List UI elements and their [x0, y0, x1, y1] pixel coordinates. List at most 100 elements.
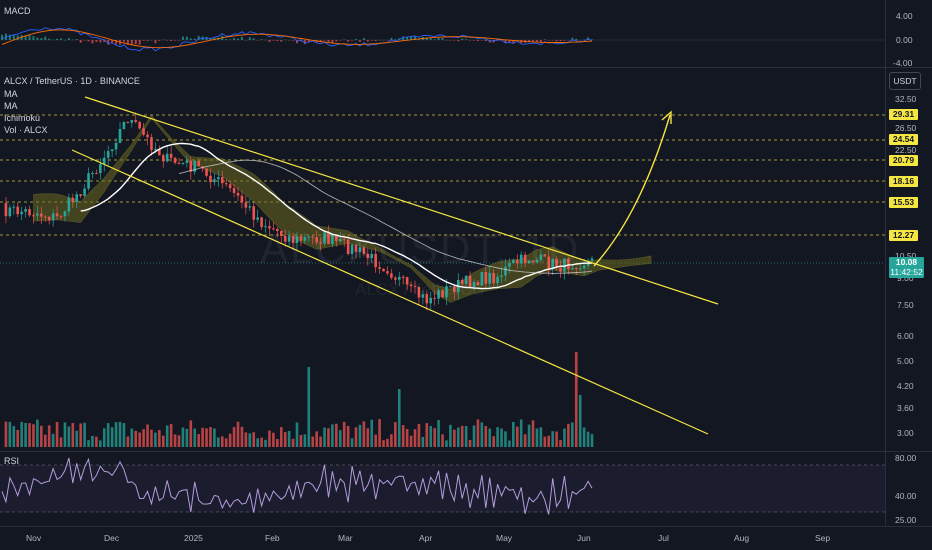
macd-histogram-bar: [166, 40, 169, 41]
volume-bar: [209, 427, 212, 447]
indicator-ma-2[interactable]: MA: [4, 101, 18, 111]
macd-histogram-bar: [115, 40, 118, 45]
volume-bar: [311, 436, 315, 447]
volume-bar: [441, 434, 444, 447]
candle-body: [397, 276, 401, 280]
volume-bar: [362, 421, 366, 447]
candle-body: [283, 235, 287, 242]
volume-bar: [126, 436, 130, 447]
candle-body: [291, 236, 295, 243]
volume-bar: [531, 420, 535, 447]
level-tag[interactable]: 24.54: [889, 134, 918, 145]
macd-histogram-bar: [331, 40, 334, 44]
volume-bar: [150, 429, 153, 447]
macd-histogram-bar: [402, 36, 405, 40]
indicator-ma-1[interactable]: MA: [4, 89, 18, 99]
volume-bar: [244, 432, 248, 447]
level-tag[interactable]: 29.31: [889, 109, 918, 120]
candle-body: [382, 268, 385, 272]
rsi-line: [1, 457, 593, 515]
horizontal-levels: [0, 114, 885, 264]
macd-histogram-bar: [256, 40, 259, 41]
macd-tick-top: 4.00: [896, 11, 913, 21]
candle-body: [358, 247, 362, 252]
indicator-ichimoku[interactable]: Ichimoku: [4, 113, 41, 123]
candle-body: [488, 272, 492, 284]
candle-body: [43, 216, 47, 218]
macd-histogram-bar: [71, 39, 74, 41]
macd-histogram-bar: [75, 39, 78, 40]
macd-histogram-bar: [394, 39, 397, 40]
volume-bar: [590, 434, 594, 447]
macd-histogram-bar: [414, 36, 416, 40]
macd-histogram-bar: [591, 39, 593, 40]
level-tag[interactable]: 12.27: [889, 230, 918, 241]
volume-bar: [185, 428, 189, 447]
macd-histogram-bar: [559, 40, 562, 42]
rsi-label[interactable]: RSI: [4, 456, 20, 466]
macd-line: [1, 27, 593, 52]
candle-body: [504, 266, 507, 276]
candle-body: [224, 183, 228, 185]
macd-histogram-bar: [504, 40, 507, 44]
price-tick: 10.50: [895, 251, 917, 261]
macd-histogram-bar: [52, 39, 55, 41]
volume-bar: [409, 435, 413, 447]
candle-body: [346, 239, 350, 254]
macd-histogram-bar: [63, 39, 66, 41]
volume-bar: [445, 440, 448, 447]
volume-bar: [582, 427, 586, 447]
candle-body: [24, 209, 27, 212]
volume-bar: [205, 428, 208, 447]
macd-histogram-bar: [508, 40, 511, 43]
macd-histogram-bar: [193, 38, 196, 40]
macd-histogram-bar: [433, 39, 436, 40]
level-tag[interactable]: 15.53: [889, 197, 918, 208]
volume-bar: [453, 429, 456, 447]
candle-body: [79, 194, 82, 196]
macd-histogram-bar: [99, 40, 102, 43]
current-price-tag[interactable]: 10.08: [889, 257, 924, 268]
candle-body: [386, 271, 389, 274]
volume-bar: [464, 426, 468, 447]
candle-body: [551, 258, 554, 269]
volume-bar: [224, 438, 228, 447]
currency-selector[interactable]: USDT: [889, 72, 921, 90]
candle-body: [150, 137, 153, 151]
volume-bar: [59, 437, 63, 447]
volume-bar: [508, 440, 511, 447]
symbol-header[interactable]: ALCX / TetherUS · 1D · BINANCE: [4, 76, 140, 86]
macd-histogram-bar: [386, 40, 389, 41]
rsi-band: [0, 465, 885, 512]
indicator-volume[interactable]: Vol · ALCX: [4, 125, 48, 135]
volume-bar: [551, 431, 554, 447]
macd-label[interactable]: MACD: [4, 6, 31, 16]
volume-bar: [413, 429, 417, 447]
volume-bar: [555, 431, 558, 447]
candle-body: [362, 247, 366, 254]
candle-body: [134, 120, 138, 122]
level-tag[interactable]: 18.16: [889, 176, 918, 187]
volume-bar: [161, 435, 165, 447]
level-tag[interactable]: 20.79: [889, 155, 918, 166]
price-tick: 9.00: [897, 273, 914, 283]
candle-body: [425, 294, 429, 304]
volume-bar: [354, 427, 358, 447]
macd-histogram-bar: [197, 35, 200, 40]
candle-body: [256, 217, 259, 220]
macd-histogram-bar: [323, 40, 326, 41]
candle-body: [394, 277, 397, 280]
macd-pane-separator[interactable]: [0, 67, 932, 68]
volume-bar: [240, 426, 244, 447]
candle-body: [492, 272, 495, 284]
volume-bar: [543, 436, 547, 447]
macd-histogram-bar: [307, 40, 310, 43]
volume-bar: [397, 389, 401, 447]
candle-body: [441, 290, 444, 298]
rsi-pane-separator[interactable]: [0, 451, 932, 452]
volume-bar: [91, 435, 94, 447]
candle-body: [240, 195, 244, 203]
volume-bar: [193, 428, 197, 447]
